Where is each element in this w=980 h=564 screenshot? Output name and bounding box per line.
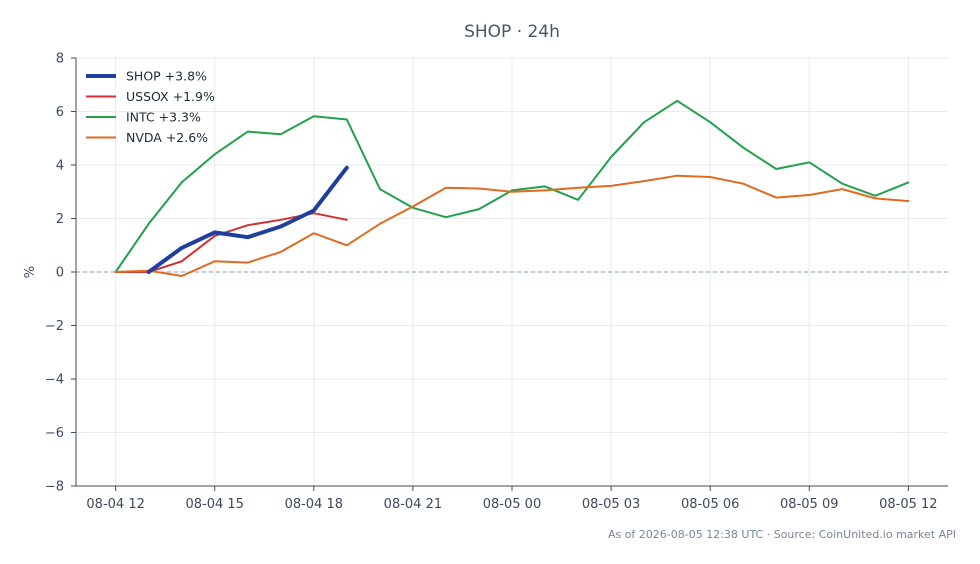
y-tick-label: 6: [56, 105, 64, 120]
y-tick-label: 8: [56, 52, 64, 67]
legend: SHOP +3.8% USSOX +1.9% INTC +3.3% NVDA +2.6…: [86, 69, 215, 145]
x-tick-label: 08-04 15: [186, 497, 244, 512]
y-tick-label: 0: [56, 266, 64, 281]
series-line-shop: [146, 165, 349, 274]
legend-label-intc: INTC +3.3%: [126, 110, 201, 125]
legend-label-ussox: USSOX +1.9%: [126, 89, 215, 104]
series-layer: [114, 99, 910, 277]
legend-label-nvda: NVDA +2.6%: [126, 130, 208, 145]
y-tick-label: −4: [45, 373, 64, 388]
source-footer: As of 2026-08-05 12:38 UTC · Source: Coi…: [608, 528, 956, 541]
x-tick-label: 08-04 21: [384, 497, 442, 512]
chart-title: SHOP · 24h: [464, 22, 560, 42]
y-ticks: −8 −6 −4 −2 0 2 4 6 8: [45, 52, 76, 495]
x-ticks: 08-04 12 08-04 15 08-04 18 08-04 21 08-05 00…: [86, 486, 938, 512]
x-tick-label: 08-05 03: [582, 497, 640, 512]
series-line-intc: [114, 99, 910, 273]
legend-label-shop: SHOP +3.8%: [126, 69, 207, 84]
x-tick-label: 08-04 18: [285, 497, 343, 512]
series-line-nvda: [114, 174, 910, 277]
y-tick-label: 2: [56, 212, 64, 227]
x-tick-label: 08-05 09: [780, 497, 838, 512]
y-tick-label: −2: [45, 319, 64, 334]
y-tick-label: −6: [45, 426, 64, 441]
y-axis-label: %: [23, 266, 38, 278]
x-tick-label: 08-05 12: [879, 497, 937, 512]
x-tick-label: 08-05 06: [681, 497, 739, 512]
y-tick-label: −8: [45, 480, 64, 495]
x-tick-label: 08-04 12: [86, 497, 144, 512]
x-tick-label: 08-05 00: [483, 497, 541, 512]
y-tick-label: 4: [56, 159, 64, 174]
